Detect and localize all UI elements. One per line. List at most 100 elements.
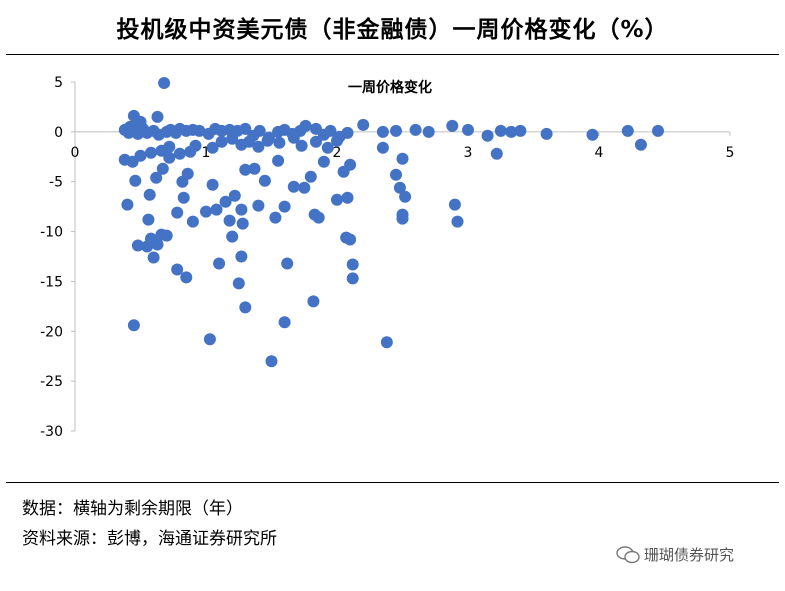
x-tick-label: 3	[464, 145, 473, 161]
data-point	[307, 295, 320, 308]
data-point	[143, 188, 156, 201]
data-point	[446, 119, 459, 132]
data-point	[129, 174, 142, 187]
data-point	[151, 110, 164, 123]
y-tick-label: -5	[49, 175, 63, 191]
data-point	[273, 136, 286, 149]
data-point	[147, 251, 160, 264]
y-tick-label: -10	[40, 225, 63, 241]
data-point	[160, 229, 173, 242]
data-point	[223, 214, 236, 227]
data-point	[239, 301, 252, 314]
data-point	[236, 217, 249, 230]
data-point	[253, 124, 266, 137]
y-tick-label: -25	[40, 374, 63, 390]
data-point	[278, 316, 291, 329]
chart-title: 投机级中资美元债（非金融债）一周价格变化（%）	[116, 17, 669, 43]
data-point	[295, 139, 308, 152]
data-point	[304, 170, 317, 183]
data-point	[219, 195, 232, 208]
data-point	[210, 203, 223, 216]
data-point	[341, 126, 354, 139]
data-point	[396, 152, 409, 165]
data-point	[156, 162, 169, 175]
data-point	[171, 206, 184, 219]
data-point	[189, 139, 202, 152]
data-point	[248, 162, 261, 175]
data-point	[150, 171, 163, 184]
data-point	[258, 174, 271, 187]
data-point	[462, 123, 474, 136]
data-point	[287, 180, 300, 193]
data-point	[396, 212, 409, 225]
data-point	[490, 147, 503, 160]
data-point	[215, 135, 228, 148]
data-point	[239, 122, 252, 135]
data-point	[252, 199, 265, 212]
data-point	[265, 355, 278, 368]
data-point	[298, 181, 311, 194]
data-point	[235, 250, 248, 263]
data-point	[341, 191, 354, 204]
data-point	[357, 118, 370, 131]
data-point	[127, 109, 140, 122]
data-point	[163, 140, 176, 153]
data-point	[180, 271, 193, 284]
data-point	[287, 131, 300, 144]
data-point	[177, 191, 190, 204]
data-point	[163, 151, 176, 164]
data-point	[151, 238, 164, 251]
data-point	[203, 333, 216, 346]
data-point	[390, 124, 402, 137]
data-point	[228, 189, 241, 202]
data-point	[261, 134, 274, 147]
x-tick-label: 0	[71, 145, 80, 161]
data-point	[121, 198, 134, 211]
data-point	[206, 141, 219, 154]
data-point	[145, 146, 157, 159]
data-point	[331, 193, 343, 206]
data-point	[399, 190, 412, 203]
top-divider	[6, 54, 779, 55]
x-tick-label: 4	[595, 145, 604, 161]
data-point	[186, 215, 199, 228]
data-point	[505, 125, 518, 138]
data-point	[193, 124, 206, 137]
data-point	[226, 132, 239, 145]
data-point	[393, 181, 406, 194]
data-point	[390, 168, 402, 181]
data-point	[312, 211, 325, 224]
data-point	[232, 277, 245, 290]
data-point	[409, 123, 422, 136]
data-point	[235, 203, 248, 216]
data-point	[173, 147, 186, 160]
data-point	[134, 149, 147, 162]
data-point	[278, 200, 291, 213]
bottom-divider	[6, 482, 779, 483]
series-label: 一周价格变化	[348, 79, 432, 96]
y-tick-label: -20	[40, 324, 63, 340]
data-point	[331, 134, 343, 147]
data-point	[621, 124, 634, 137]
footnote-data: 数据：横轴为剩余期限（年）	[22, 499, 243, 519]
data-point	[200, 205, 212, 218]
data-point	[181, 167, 194, 180]
data-point	[310, 135, 322, 148]
data-point	[239, 163, 252, 176]
data-points	[118, 77, 664, 368]
data-point	[422, 125, 435, 138]
data-point	[252, 140, 265, 153]
data-point	[376, 141, 389, 154]
data-point	[380, 336, 393, 349]
data-point	[272, 154, 285, 167]
data-point	[346, 258, 359, 271]
y-tick-label: -30	[40, 424, 63, 440]
data-point	[448, 198, 461, 211]
x-tick-label: 1	[202, 145, 211, 161]
data-point	[158, 77, 171, 89]
data-point	[324, 124, 337, 137]
data-point	[634, 138, 647, 151]
watermark: 珊瑚债券研究	[616, 544, 734, 565]
data-point	[243, 135, 256, 148]
